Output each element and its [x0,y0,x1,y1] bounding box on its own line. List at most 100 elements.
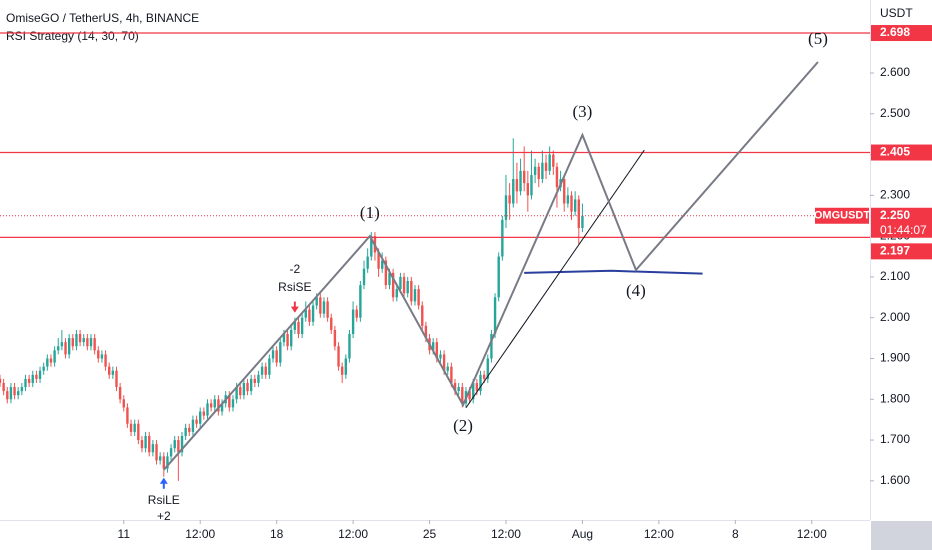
candle-body [231,399,235,408]
candle-body [290,329,293,347]
candle-body [348,334,351,359]
candle-body [501,219,504,257]
candle-body [235,387,238,400]
candle-body [206,403,209,416]
wave-label: (5) [808,29,828,48]
candle-body [239,387,242,396]
wave-label: (1) [360,203,380,222]
price-tag [871,144,932,161]
candle-body [337,346,340,367]
candle-body [260,366,264,375]
candle-body [162,456,166,469]
y-tick-label: 2.600 [880,65,910,79]
candle-body [191,419,195,432]
candle-body [257,374,260,383]
candle-body [199,411,202,424]
candle-body [195,419,198,424]
candle-body [209,403,213,408]
candle-body [475,382,479,392]
candle-body [129,423,133,432]
x-tick-label: 18 [270,527,284,541]
candle-body [20,387,24,392]
candle-body [279,342,282,363]
candle-body [271,350,275,359]
candle-body [326,301,329,318]
candle-body [399,276,402,290]
symbol-label: OMGUSDT [814,210,871,222]
candle-body [100,354,104,359]
candle-body [97,350,100,359]
x-tick-label: Aug [572,527,593,541]
candle-body [526,183,530,196]
candle-body [268,358,271,375]
chart-title: OmiseGO / TetherUS, 4h, BINANCE [6,11,199,25]
y-tick-label: 1.600 [880,473,910,487]
candle-body [544,162,548,171]
x-tick-label: 12:00 [644,527,674,541]
candle-body [6,391,9,400]
x-tick-label: 12:00 [338,527,368,541]
candle-body [9,387,13,400]
candle-body [2,382,5,392]
y-tick-label: 1.700 [880,432,910,446]
trend-line [465,149,645,409]
candle-body [253,378,257,383]
last-price-label: 2.250 [880,208,910,222]
candle-body [151,444,155,453]
y-tick-label: 2.100 [880,269,910,283]
signal-label: RsiLE [148,493,180,507]
price-tag-label: 2.698 [880,25,910,39]
candle-body [402,276,406,294]
candle-body [111,370,115,375]
candle-body [384,260,388,286]
candle-body [155,444,158,461]
candle-body [27,378,31,383]
candle-body [508,195,511,204]
wave-line [163,61,819,471]
candle-body [293,321,297,330]
candle-body [140,440,144,449]
signal-qty: -2 [290,262,301,276]
axis-corner [871,521,932,550]
candle-body [479,374,482,392]
candle-body [442,354,446,371]
candle-body [577,199,580,228]
candle-body [344,358,348,375]
candle-body [104,354,107,367]
candle-body [57,346,60,351]
candle-body [319,297,322,314]
candle-body [300,317,304,335]
candle-body [377,252,380,269]
candle-body [13,387,16,396]
candle-body [497,256,500,298]
candle-body [435,342,439,359]
candle-body [395,289,398,298]
candle-body [82,338,85,343]
candle-body [351,309,355,335]
candle-body [86,338,89,347]
y-tick-label: 2.500 [880,106,910,120]
candle-body [431,342,435,351]
candle-body [166,456,169,469]
candle-body [533,166,537,175]
x-tick-label: 25 [423,527,437,541]
signal-label: RsiSE [278,280,311,294]
candle-body [482,374,486,379]
candle-body [304,309,307,318]
candle-body [242,382,246,396]
candle-body [512,179,515,204]
candle-body [573,199,577,212]
candle-body [472,382,475,400]
wave-label: (2) [453,416,473,435]
candle-body [89,338,93,347]
price-tag-label: 2.405 [880,145,910,159]
candle-body [188,427,191,432]
candle-body [563,179,566,204]
candle-body [461,387,464,404]
candle-body [177,440,180,453]
candle-body [282,334,286,343]
candle-body [504,195,508,220]
x-tick-label: 11 [118,527,131,541]
price-tag [871,243,932,260]
candle-body [297,321,300,335]
